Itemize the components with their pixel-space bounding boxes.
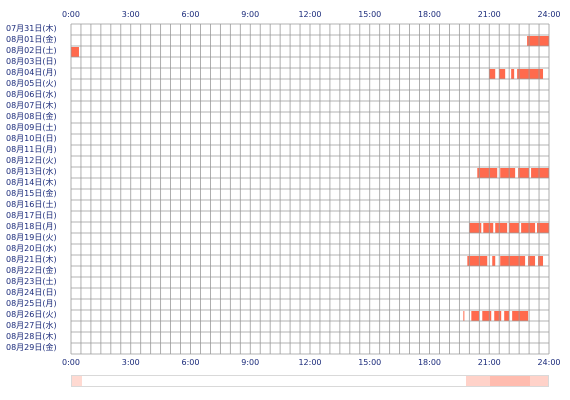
row-label: 08月21日(木) (6, 255, 57, 264)
activity-segment (527, 36, 549, 46)
activity-segment (463, 311, 465, 321)
bottom-tick-label: 9:00 (241, 358, 260, 367)
row-label: 08月28日(木) (6, 332, 57, 341)
activity-segment (500, 168, 516, 178)
top-tick-label: 15:00 (358, 10, 382, 19)
activity-segment (521, 223, 536, 233)
top-tick-label: 18:00 (417, 10, 442, 19)
row-label: 08月11日(月) (6, 145, 57, 154)
row-label: 08月14日(木) (6, 178, 57, 187)
top-tick-label: 21:00 (477, 10, 501, 19)
row-label: 08月18日(月) (6, 222, 57, 231)
activity-segment (500, 256, 526, 266)
row-label: 08月23日(土) (6, 277, 57, 286)
activity-segment (71, 47, 79, 57)
summary-segment (466, 376, 491, 386)
top-tick-label: 6:00 (181, 10, 200, 19)
bottom-tick-label: 6:00 (181, 358, 200, 367)
activity-segment (467, 256, 488, 266)
activity-segment (499, 69, 506, 79)
row-label: 08月09日(土) (6, 123, 57, 132)
activity-segment (511, 69, 515, 79)
activity-segment (509, 223, 520, 233)
activity-segment (528, 256, 536, 266)
row-label: 07月31日(木) (6, 24, 57, 33)
row-label: 08月02日(土) (6, 46, 57, 55)
top-tick-label: 9:00 (241, 10, 260, 19)
row-label: 08月19日(火) (6, 233, 57, 242)
activity-segment (492, 256, 496, 266)
activity-segment (482, 311, 492, 321)
row-label: 08月22日(金) (6, 266, 57, 275)
bottom-tick-label: 21:00 (477, 358, 501, 367)
row-label: 08月15日(金) (6, 189, 57, 198)
bottom-tick-label: 15:00 (358, 358, 382, 367)
activity-segment (517, 69, 544, 79)
row-label: 08月10日(日) (6, 134, 57, 143)
row-label: 08月08日(金) (6, 112, 57, 121)
activity-segment (504, 311, 510, 321)
activity-segment (512, 311, 529, 321)
bottom-tick-label: 18:00 (417, 358, 442, 367)
activity-segment (538, 256, 544, 266)
row-label: 08月24日(日) (6, 288, 57, 297)
top-tick-label: 24:00 (537, 10, 561, 19)
row-label: 08月13日(水) (6, 167, 57, 176)
activity-segment (471, 311, 480, 321)
activity-segment (518, 168, 530, 178)
row-label: 08月01日(金) (6, 35, 57, 44)
activity-segment (483, 223, 494, 233)
row-label: 08月27日(水) (6, 321, 57, 330)
top-tick-label: 12:00 (298, 10, 322, 19)
row-label: 08月04日(月) (6, 68, 57, 77)
summary-activity-bar (71, 375, 549, 387)
summary-segment (530, 376, 548, 386)
row-label: 08月03日(日) (6, 57, 57, 66)
bottom-tick-label: 0:00 (62, 358, 80, 367)
activity-segment (494, 311, 502, 321)
row-label: 08月12日(火) (6, 156, 57, 165)
row-label: 08月29日(金) (6, 343, 57, 352)
bottom-tick-label: 12:00 (298, 358, 322, 367)
activity-grid (70, 23, 550, 355)
activity-segment (537, 223, 549, 233)
row-label: 08月05日(火) (6, 79, 57, 88)
row-label: 08月07日(木) (6, 101, 57, 110)
row-label: 08月26日(火) (6, 310, 57, 319)
row-label: 08月25日(月) (6, 299, 57, 308)
summary-segment (490, 376, 531, 386)
activity-segment (489, 69, 496, 79)
row-label: 08月16日(土) (6, 200, 57, 209)
summary-segment (72, 376, 82, 386)
row-label: 08月06日(水) (6, 90, 57, 99)
top-tick-label: 3:00 (121, 10, 140, 19)
activity-segment (495, 223, 508, 233)
activity-segment (469, 223, 482, 233)
activity-segment (531, 168, 549, 178)
row-label: 08月17日(日) (6, 211, 57, 220)
top-tick-label: 0:00 (62, 10, 80, 19)
row-label: 08月20日(水) (6, 244, 57, 253)
bottom-tick-label: 24:00 (537, 358, 561, 367)
bottom-tick-label: 3:00 (121, 358, 140, 367)
activity-segment (477, 168, 498, 178)
